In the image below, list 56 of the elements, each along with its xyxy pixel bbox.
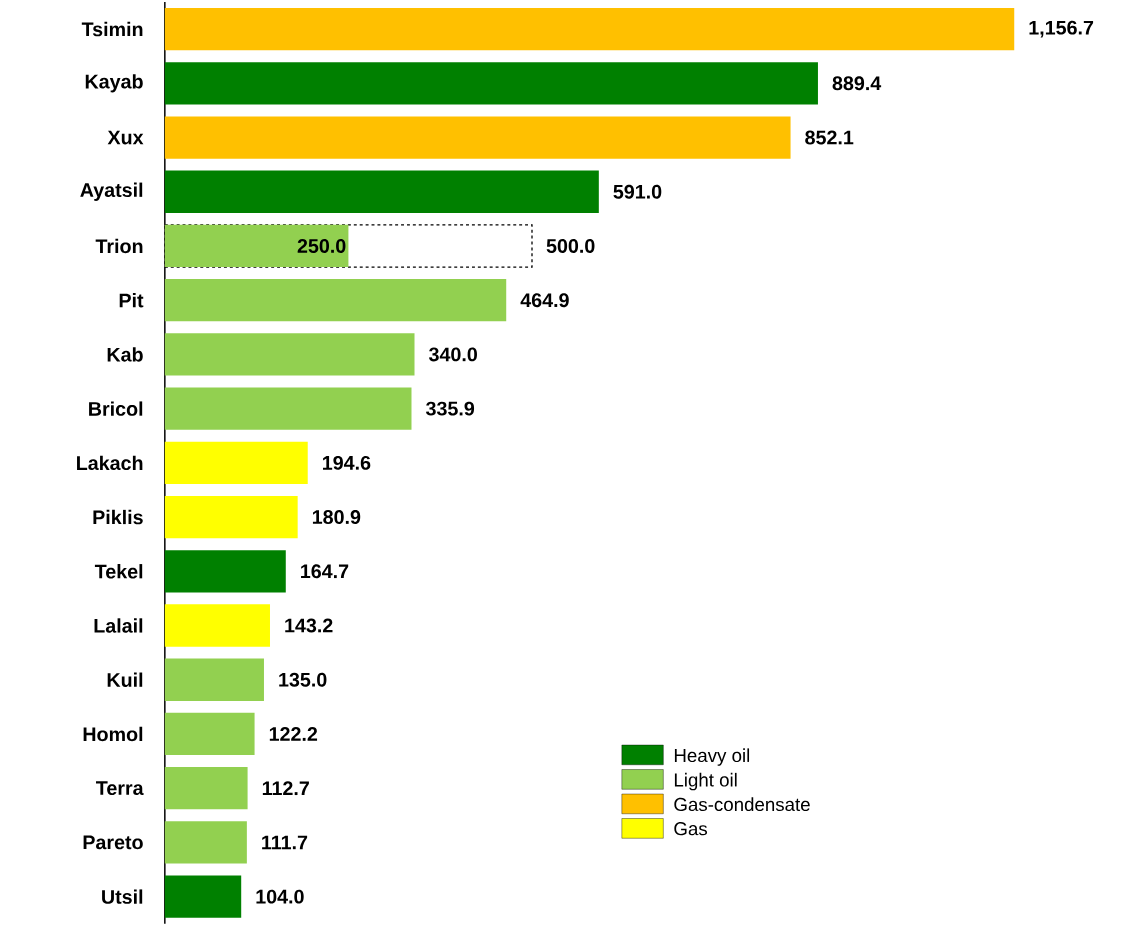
y-tick-label: Xux [107, 130, 144, 145]
y-tick-label: Kab [107, 347, 143, 362]
data-label: 250.0 [297, 239, 346, 254]
bar [164, 658, 264, 702]
data-label: 464.9 [520, 293, 569, 308]
data-label: 335.9 [425, 401, 475, 416]
data-label: 143.2 [285, 618, 333, 633]
bar [164, 224, 349, 268]
data-label: 164.7 [301, 564, 349, 579]
bar [164, 712, 255, 756]
legend-label: Heavy oil [674, 748, 750, 766]
y-tick-label: Kayab [85, 74, 143, 93]
y-tick-label: Trion [95, 238, 143, 254]
y-tick-label: Kuil [107, 672, 143, 688]
bar [164, 441, 308, 485]
data-label: 112.7 [262, 781, 309, 796]
bar [164, 333, 415, 376]
y-tick-label: Pit [119, 293, 144, 308]
bar [164, 496, 298, 539]
bar [164, 8, 1015, 51]
data-label: 104.0 [256, 889, 304, 904]
legend-label: Gas-condensate [674, 797, 810, 812]
bar [164, 387, 412, 430]
bar [164, 767, 248, 810]
y-tick-label: Lakach [77, 455, 143, 471]
legend-label: Light oil [674, 773, 737, 791]
data-label: 111.7 [262, 835, 308, 850]
data-label: 135.0 [279, 672, 327, 687]
data-label: 194.6 [323, 456, 371, 470]
y-tick-label: Tekel [94, 564, 143, 579]
bar [164, 604, 270, 647]
y-tick-label: Homol [83, 726, 143, 742]
data-label: 852.1 [805, 130, 854, 145]
bar [164, 279, 507, 322]
y-tick-label: Ayatsil [80, 182, 143, 202]
y-tick-label: Piklis [93, 509, 143, 525]
y-tick-label: Terra [96, 781, 144, 796]
y-tick-label: Bricol [89, 401, 143, 416]
bar [164, 821, 247, 864]
bar [164, 550, 286, 593]
bar [164, 170, 599, 214]
bar [164, 116, 791, 159]
y-tick-label: Lalail [94, 618, 143, 633]
data-label: 1,156.7 [1029, 20, 1094, 38]
bar [164, 62, 818, 105]
data-label: 180.9 [312, 510, 361, 525]
y-tick-label: Pareto [83, 835, 143, 850]
data-label: 340.0 [428, 347, 477, 362]
legend-label: Gas [674, 822, 708, 836]
y-tick-label: Utsil [102, 889, 143, 904]
data-label: 889.4 [832, 76, 882, 91]
y-tick-label: Tsimin [81, 22, 143, 37]
bar [164, 875, 242, 918]
data-label: 122.2 [269, 727, 318, 741]
data-label: 591.0 [613, 184, 662, 199]
data-label: 500.0 [546, 239, 595, 254]
